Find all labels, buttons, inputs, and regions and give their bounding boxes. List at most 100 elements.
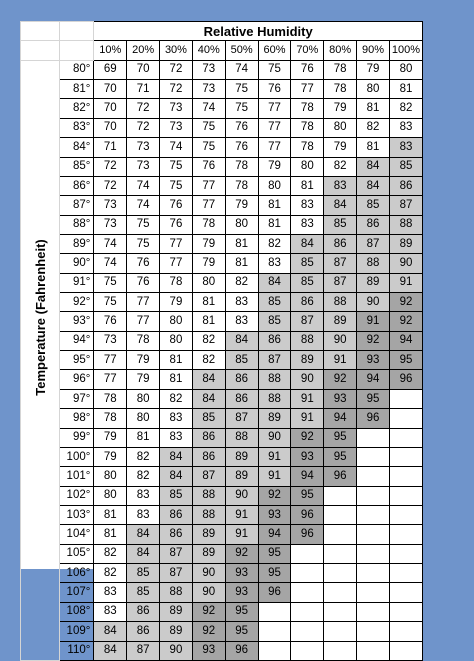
heat-index-cell: 73 — [126, 156, 161, 177]
table-row: 106° 82 85 87 90 93 95 — [21, 563, 424, 584]
heat-index-cell: 88 — [323, 292, 358, 313]
heat-index-cell: 90 — [159, 640, 193, 661]
empty-cell — [356, 640, 390, 661]
heat-index-cell: 96 — [290, 524, 325, 545]
heat-index-cell: 95 — [323, 446, 358, 468]
corner-blank-a — [19, 20, 61, 42]
temperature-cell: 96° — [59, 369, 95, 390]
table-row: 109° 84 86 89 92 95 — [21, 621, 424, 642]
table-row: 103° 81 83 86 88 91 93 96 — [21, 504, 424, 526]
heat-index-cell: 76 — [224, 117, 259, 139]
heat-index-sheet: Relative Humidity 10% 20% 30% 40% 50% 60% 70% 80… — [19, 20, 424, 661]
heat-index-cell: 96 — [388, 369, 424, 390]
temperature-cell: 110° — [59, 640, 95, 661]
heat-index-cell: 90 — [257, 427, 292, 448]
heat-index-cell: 95 — [356, 388, 390, 410]
heat-index-cell: 77 — [93, 350, 128, 371]
heat-index-cell: 82 — [191, 350, 226, 371]
heat-index-cell: 77 — [257, 98, 292, 119]
table-row: 87° 73 74 76 77 79 81 83 84 85 87 — [21, 195, 424, 216]
table-row: 82° 70 72 73 74 75 77 78 79 81 82 — [21, 98, 424, 119]
temperature-axis-label: Temperature (Fahrenheit) — [20, 66, 60, 569]
heat-index-cell: 92 — [388, 292, 424, 313]
heat-index-cell: 95 — [290, 485, 325, 506]
heat-index-cell: 87 — [356, 233, 390, 255]
heat-index-cell: 76 — [159, 195, 193, 216]
heat-index-cell: 75 — [126, 214, 161, 235]
heat-index-cell: 96 — [257, 582, 292, 603]
heat-index-cell: 70 — [93, 98, 128, 119]
header-blank-b — [59, 40, 95, 61]
heat-index-cell: 91 — [323, 350, 358, 371]
heat-index-cell: 79 — [356, 59, 390, 81]
heat-index-cell: 84 — [93, 640, 128, 661]
heat-index-cell: 77 — [159, 253, 193, 274]
table-row: 105° 82 84 87 89 92 95 — [21, 543, 424, 565]
temperature-cell: 86° — [59, 175, 95, 197]
heat-index-cell: 76 — [126, 253, 161, 274]
heat-index-cell: 69 — [93, 59, 128, 81]
heat-index-cell: 83 — [126, 485, 161, 506]
heat-index-cell: 77 — [257, 117, 292, 139]
empty-cell — [323, 621, 358, 642]
humidity-header: 90% — [356, 40, 390, 61]
heat-index-cell: 89 — [159, 601, 193, 623]
temperature-cell: 83° — [59, 117, 95, 139]
heat-index-cell: 79 — [159, 292, 193, 313]
heat-index-cell: 92 — [356, 330, 390, 352]
heat-index-cell: 86 — [224, 369, 259, 390]
heat-index-cell: 78 — [159, 272, 193, 294]
heat-index-cell: 83 — [388, 137, 424, 158]
heat-index-cell: 82 — [126, 446, 161, 468]
heat-index-cell: 73 — [191, 79, 226, 100]
empty-cell — [323, 601, 358, 623]
heat-index-cell: 85 — [356, 195, 390, 216]
heat-index-cell: 89 — [159, 621, 193, 642]
heat-index-cell: 76 — [257, 79, 292, 100]
heat-index-cell: 85 — [290, 272, 325, 294]
temperature-cell: 80° — [59, 59, 95, 81]
heat-index-cell: 88 — [224, 427, 259, 448]
heat-index-cell: 80 — [126, 408, 161, 429]
heat-index-cell: 92 — [224, 543, 259, 565]
heat-index-cell: 72 — [126, 98, 161, 119]
heat-index-cell: 80 — [159, 330, 193, 352]
heat-index-cell: 81 — [388, 79, 424, 100]
temperature-cell: 102° — [59, 485, 95, 506]
heat-index-cell: 86 — [290, 292, 325, 313]
temperature-cell: 97° — [59, 388, 95, 410]
heat-index-cell: 90 — [224, 485, 259, 506]
heat-index-cell: 89 — [388, 233, 424, 255]
empty-cell — [388, 466, 424, 487]
heat-index-cell: 82 — [323, 156, 358, 177]
heat-index-cell: 79 — [257, 156, 292, 177]
heat-index-cell: 76 — [126, 272, 161, 294]
heat-index-cell: 81 — [191, 311, 226, 332]
table-row: 89° 74 75 77 79 81 82 84 86 87 89 — [21, 233, 424, 255]
title-row: Relative Humidity — [19, 20, 423, 42]
heat-index-cell: 89 — [356, 272, 390, 294]
heat-index-cell: 87 — [323, 272, 358, 294]
heat-index-cell: 78 — [126, 330, 161, 352]
temperature-cell: 98° — [59, 408, 95, 429]
heat-index-cell: 80 — [126, 388, 161, 410]
heat-index-cell: 82 — [224, 272, 259, 294]
heat-index-cell: 74 — [126, 195, 161, 216]
temperature-cell: 105° — [59, 543, 95, 565]
heat-index-cell: 75 — [257, 59, 292, 81]
heat-index-cell: 75 — [93, 272, 128, 294]
table-row: 83° 70 72 73 75 76 77 78 80 82 83 — [21, 117, 424, 139]
heat-index-cell: 84 — [126, 524, 161, 545]
heat-index-table: Relative Humidity 10% 20% 30% 40% 50% 60% 70% 80… — [19, 20, 424, 661]
heat-index-cell: 94 — [290, 466, 325, 487]
heat-index-cell: 74 — [126, 175, 161, 197]
heat-index-cell: 82 — [126, 466, 161, 487]
heat-index-cell: 70 — [126, 59, 161, 81]
heat-index-cell: 83 — [224, 292, 259, 313]
table-row: 110° 84 87 90 93 96 — [21, 640, 424, 661]
heat-index-cell: 77 — [191, 195, 226, 216]
heat-index-cell: 83 — [93, 601, 128, 623]
heat-index-cell: 87 — [191, 466, 226, 487]
heat-index-cell: 83 — [126, 504, 161, 526]
heat-index-cell: 92 — [191, 601, 226, 623]
